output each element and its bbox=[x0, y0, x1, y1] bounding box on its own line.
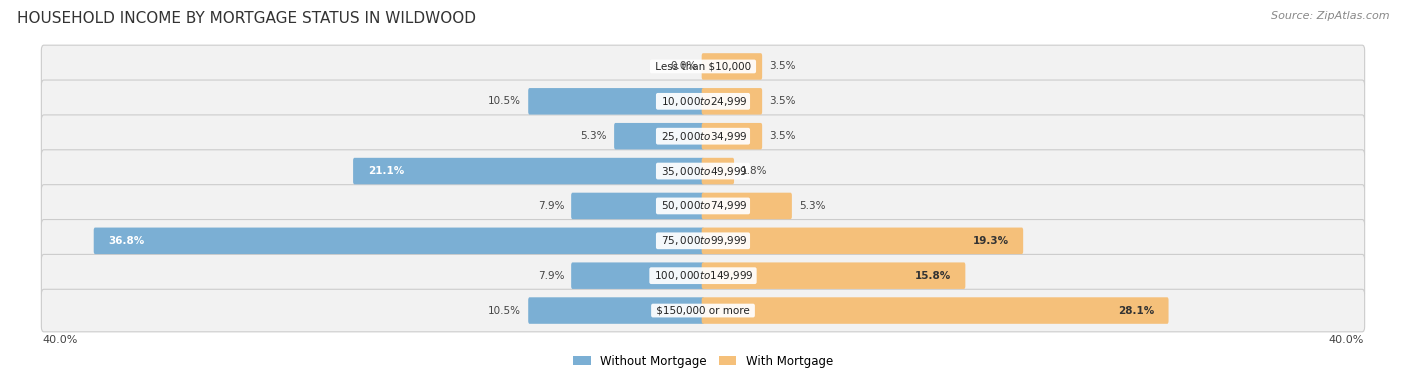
FancyBboxPatch shape bbox=[571, 193, 704, 219]
Text: HOUSEHOLD INCOME BY MORTGAGE STATUS IN WILDWOOD: HOUSEHOLD INCOME BY MORTGAGE STATUS IN W… bbox=[17, 11, 475, 26]
Legend: Without Mortgage, With Mortgage: Without Mortgage, With Mortgage bbox=[568, 350, 838, 372]
Text: 5.3%: 5.3% bbox=[799, 201, 825, 211]
Text: 0.0%: 0.0% bbox=[671, 61, 696, 72]
Text: 28.1%: 28.1% bbox=[1118, 305, 1154, 316]
FancyBboxPatch shape bbox=[94, 228, 704, 254]
Text: 3.5%: 3.5% bbox=[769, 96, 796, 106]
FancyBboxPatch shape bbox=[353, 158, 704, 184]
FancyBboxPatch shape bbox=[702, 228, 1024, 254]
Text: 7.9%: 7.9% bbox=[537, 201, 564, 211]
Text: $35,000 to $49,999: $35,000 to $49,999 bbox=[658, 165, 748, 178]
Text: 10.5%: 10.5% bbox=[488, 96, 522, 106]
Text: 15.8%: 15.8% bbox=[914, 271, 950, 281]
FancyBboxPatch shape bbox=[702, 53, 762, 80]
Text: 21.1%: 21.1% bbox=[367, 166, 404, 176]
Text: $150,000 or more: $150,000 or more bbox=[652, 305, 754, 316]
Text: 1.8%: 1.8% bbox=[741, 166, 768, 176]
Text: $75,000 to $99,999: $75,000 to $99,999 bbox=[658, 234, 748, 247]
Text: 36.8%: 36.8% bbox=[108, 236, 145, 246]
FancyBboxPatch shape bbox=[529, 297, 704, 324]
FancyBboxPatch shape bbox=[41, 150, 1365, 192]
FancyBboxPatch shape bbox=[41, 254, 1365, 297]
Text: Source: ZipAtlas.com: Source: ZipAtlas.com bbox=[1271, 11, 1389, 21]
Text: $100,000 to $149,999: $100,000 to $149,999 bbox=[651, 269, 755, 282]
FancyBboxPatch shape bbox=[702, 262, 966, 289]
FancyBboxPatch shape bbox=[702, 158, 734, 184]
Text: 10.5%: 10.5% bbox=[488, 305, 522, 316]
FancyBboxPatch shape bbox=[702, 193, 792, 219]
Text: 3.5%: 3.5% bbox=[769, 61, 796, 72]
Text: 40.0%: 40.0% bbox=[1329, 335, 1364, 345]
FancyBboxPatch shape bbox=[41, 289, 1365, 332]
Text: 7.9%: 7.9% bbox=[537, 271, 564, 281]
Text: $50,000 to $74,999: $50,000 to $74,999 bbox=[658, 199, 748, 212]
Text: 19.3%: 19.3% bbox=[973, 236, 1008, 246]
FancyBboxPatch shape bbox=[41, 45, 1365, 88]
Text: Less than $10,000: Less than $10,000 bbox=[652, 61, 754, 72]
FancyBboxPatch shape bbox=[614, 123, 704, 149]
FancyBboxPatch shape bbox=[571, 262, 704, 289]
FancyBboxPatch shape bbox=[41, 115, 1365, 158]
FancyBboxPatch shape bbox=[41, 80, 1365, 123]
FancyBboxPatch shape bbox=[529, 88, 704, 115]
FancyBboxPatch shape bbox=[702, 297, 1168, 324]
Text: $25,000 to $34,999: $25,000 to $34,999 bbox=[658, 130, 748, 143]
Text: 3.5%: 3.5% bbox=[769, 131, 796, 141]
FancyBboxPatch shape bbox=[702, 88, 762, 115]
Text: 40.0%: 40.0% bbox=[42, 335, 77, 345]
FancyBboxPatch shape bbox=[41, 219, 1365, 262]
Text: $10,000 to $24,999: $10,000 to $24,999 bbox=[658, 95, 748, 108]
FancyBboxPatch shape bbox=[41, 185, 1365, 227]
FancyBboxPatch shape bbox=[702, 123, 762, 149]
Text: 5.3%: 5.3% bbox=[581, 131, 607, 141]
